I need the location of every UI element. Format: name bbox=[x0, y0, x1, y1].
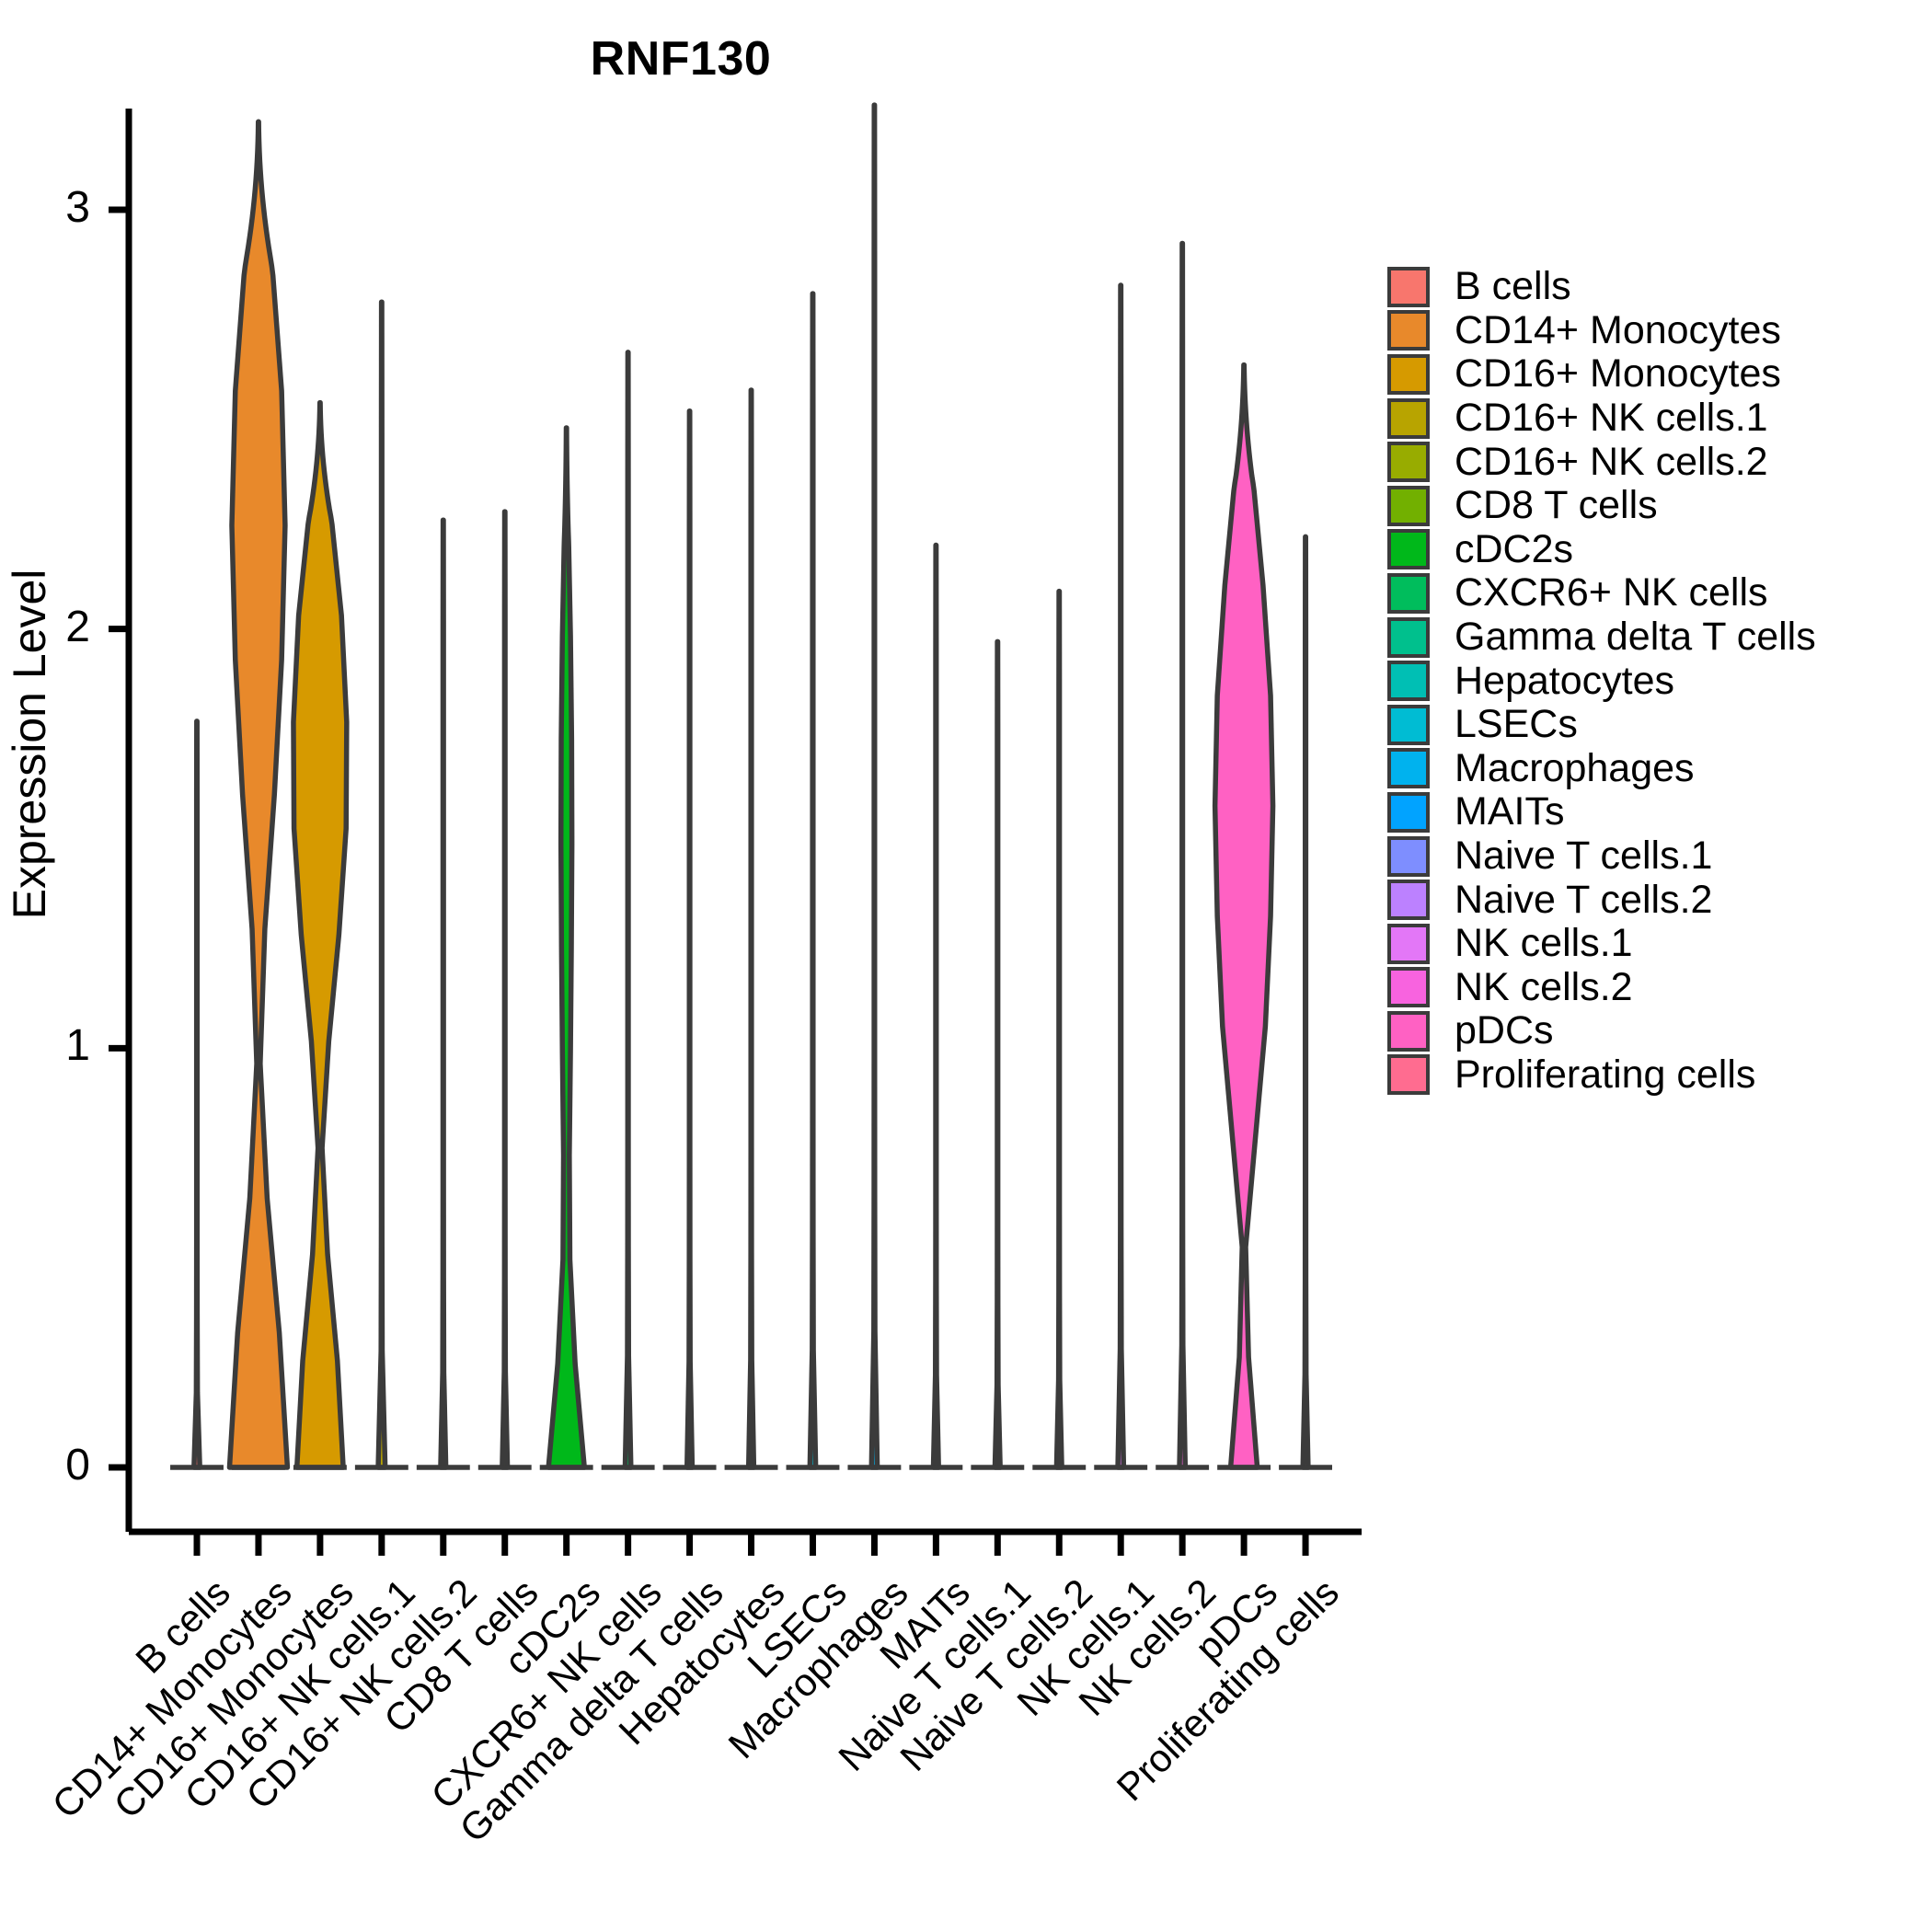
violin-maits bbox=[930, 542, 941, 1470]
violin-nk-cells-1 bbox=[1115, 282, 1127, 1470]
violin-series-group bbox=[170, 102, 1332, 1470]
violin-macrophages bbox=[868, 102, 880, 1470]
legend-item-label: CD8 T cells bbox=[1455, 483, 1658, 528]
legend-item-label: LSECs bbox=[1455, 702, 1578, 747]
violin-cd16-nk-cells-2 bbox=[438, 517, 449, 1470]
legend-color-swatch bbox=[1387, 967, 1430, 1008]
legend-item[interactable]: NK cells.1 bbox=[1387, 922, 1903, 966]
legend-item[interactable]: MAITs bbox=[1387, 790, 1903, 834]
legend-color-swatch bbox=[1387, 704, 1430, 745]
y-tick-label: 0 bbox=[65, 1441, 90, 1489]
legend-item[interactable]: Hepatocytes bbox=[1387, 659, 1903, 703]
legend-color-swatch bbox=[1387, 748, 1430, 789]
violin-nk-cells-2 bbox=[1177, 240, 1189, 1470]
legend-item-label: Naive T cells.1 bbox=[1455, 834, 1713, 879]
legend-item[interactable]: CD14+ Monocytes bbox=[1387, 309, 1903, 353]
legend-item[interactable]: Macrophages bbox=[1387, 747, 1903, 791]
legend-item-label: Macrophages bbox=[1455, 745, 1695, 790]
legend-color-swatch bbox=[1387, 442, 1430, 483]
legend-item-label: NK cells.1 bbox=[1455, 921, 1633, 966]
legend-color-swatch bbox=[1387, 1010, 1430, 1052]
legend-item[interactable]: CXCR6+ NK cells bbox=[1387, 571, 1903, 615]
legend-item-label: CD16+ NK cells.2 bbox=[1455, 439, 1768, 484]
legend-color-swatch bbox=[1387, 529, 1430, 570]
legend-item-label: pDCs bbox=[1455, 1008, 1554, 1053]
legend-color-swatch bbox=[1387, 616, 1430, 658]
violin-gamma-delta-t-cells bbox=[684, 408, 696, 1470]
legend-item[interactable]: NK cells.2 bbox=[1387, 966, 1903, 1010]
legend-item[interactable]: CD16+ Monocytes bbox=[1387, 352, 1903, 397]
violin-hepatocytes bbox=[745, 387, 757, 1470]
legend-item[interactable]: CD16+ NK cells.1 bbox=[1387, 397, 1903, 441]
legend-item-label: Hepatocytes bbox=[1455, 658, 1675, 703]
legend-item[interactable]: LSECs bbox=[1387, 703, 1903, 747]
legend-color-swatch bbox=[1387, 397, 1430, 439]
legend-color-swatch bbox=[1387, 791, 1430, 833]
violin-cxcr6-nk-cells bbox=[622, 350, 634, 1470]
legend-color-swatch bbox=[1387, 310, 1430, 351]
legend-item-label: CD16+ NK cells.1 bbox=[1455, 396, 1768, 441]
legend-color-swatch bbox=[1387, 835, 1430, 877]
legend-color-swatch bbox=[1387, 485, 1430, 526]
violin-lsecs bbox=[807, 291, 819, 1470]
legend-item-label: cDC2s bbox=[1455, 526, 1574, 571]
legend-item[interactable]: Proliferating cells bbox=[1387, 1053, 1903, 1098]
violin-cd14-monocytes bbox=[226, 119, 291, 1470]
y-tick-label: 3 bbox=[65, 183, 90, 232]
violin-b-cells bbox=[191, 719, 202, 1470]
violin-cd16-nk-cells-1 bbox=[375, 299, 388, 1470]
axis-group bbox=[109, 109, 1362, 1556]
legend-color-swatch bbox=[1387, 923, 1430, 964]
legend-item[interactable]: Naive T cells.1 bbox=[1387, 834, 1903, 879]
y-tick-label: 1 bbox=[65, 1021, 90, 1071]
legend-item[interactable]: Gamma delta T cells bbox=[1387, 615, 1903, 660]
legend-item-label: NK cells.2 bbox=[1455, 964, 1633, 1009]
legend-item[interactable]: Naive T cells.2 bbox=[1387, 878, 1903, 922]
violin-proliferating-cells bbox=[1300, 534, 1311, 1470]
legend-item-label: Gamma delta T cells bbox=[1455, 615, 1816, 660]
violin-naive-t-cells-2 bbox=[1053, 588, 1064, 1470]
legend-item[interactable]: pDCs bbox=[1387, 1009, 1903, 1053]
violin-cd16-monocytes bbox=[291, 399, 350, 1470]
violin-cdc2s bbox=[546, 425, 587, 1470]
legend-color-swatch bbox=[1387, 353, 1430, 395]
violin-naive-t-cells-1 bbox=[992, 638, 1003, 1470]
legend-item-label: CXCR6+ NK cells bbox=[1455, 570, 1768, 615]
legend-color-swatch bbox=[1387, 266, 1430, 307]
legend-item[interactable]: CD16+ NK cells.2 bbox=[1387, 440, 1903, 484]
legend-item[interactable]: B cells bbox=[1387, 265, 1903, 309]
legend-item-label: Naive T cells.2 bbox=[1455, 877, 1713, 922]
legend-color-swatch bbox=[1387, 880, 1430, 921]
page-title: RNF130 bbox=[590, 32, 772, 86]
violin-cd8-t-cells bbox=[500, 509, 511, 1470]
legend-item[interactable]: CD8 T cells bbox=[1387, 484, 1903, 528]
legend-item-label: MAITs bbox=[1455, 789, 1565, 834]
y-tick-label: 2 bbox=[65, 602, 90, 651]
violin-pdcs bbox=[1212, 362, 1276, 1470]
legend-item-label: CD14+ Monocytes bbox=[1455, 307, 1781, 352]
legend-item-label: CD16+ Monocytes bbox=[1455, 351, 1781, 397]
legend: B cells CD14+ Monocytes CD16+ Monocytes CD1… bbox=[1387, 265, 1903, 1097]
legend-color-swatch bbox=[1387, 1054, 1430, 1096]
legend-color-swatch bbox=[1387, 661, 1430, 702]
legend-item-label: B cells bbox=[1455, 264, 1571, 309]
legend-item[interactable]: cDC2s bbox=[1387, 528, 1903, 572]
legend-item-label: Proliferating cells bbox=[1455, 1052, 1756, 1097]
legend-color-swatch bbox=[1387, 572, 1430, 614]
